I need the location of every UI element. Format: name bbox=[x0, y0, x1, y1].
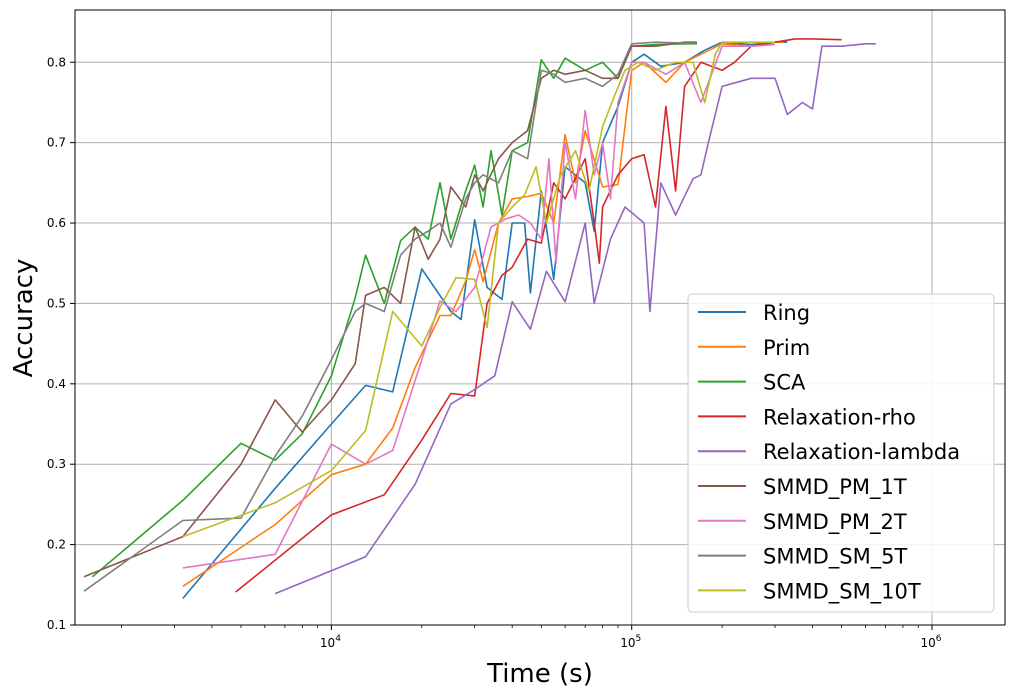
series-line-smmd-pm-2t bbox=[182, 43, 776, 569]
y-tick-label: 0.4 bbox=[47, 377, 66, 391]
x-tick-label: 105 bbox=[620, 634, 641, 650]
legend-label: SMMD_PM_1T bbox=[763, 475, 907, 500]
legend-label: Relaxation-lambda bbox=[763, 440, 960, 464]
y-tick-label: 0.2 bbox=[47, 538, 66, 552]
x-axis-title: Time (s) bbox=[486, 659, 593, 689]
legend-label: SMMD_PM_2T bbox=[763, 510, 907, 535]
series-lines bbox=[83, 38, 876, 600]
series-line-smmd-sm-10t bbox=[182, 41, 775, 538]
y-tick-label: 0.6 bbox=[47, 216, 66, 230]
series-line-relaxation-lambda bbox=[274, 42, 876, 595]
series-line-relaxation-rho bbox=[235, 38, 842, 593]
y-tick-label: 0.5 bbox=[47, 296, 66, 310]
legend-label: Prim bbox=[763, 336, 810, 360]
legend-label: Relaxation-rho bbox=[763, 405, 916, 429]
x-tick-exponent: 4 bbox=[335, 634, 341, 644]
legend-box bbox=[687, 293, 995, 613]
x-tick-base: 10 bbox=[921, 636, 936, 650]
series-line-sca bbox=[91, 42, 697, 578]
y-tick-label: 0.7 bbox=[47, 136, 66, 150]
x-tick-exponent: 5 bbox=[635, 634, 641, 644]
x-tick-exponent: 6 bbox=[936, 634, 942, 644]
y-tick-label: 0.3 bbox=[47, 457, 66, 471]
x-tick-label: 104 bbox=[320, 634, 341, 650]
y-tick-label: 0.1 bbox=[47, 618, 66, 632]
legend-label: Ring bbox=[763, 301, 810, 325]
plot-frame bbox=[74, 9, 1006, 626]
series-line-smmd-sm-5t bbox=[83, 41, 697, 592]
legend: Ring Prim SCA Relaxation-rho Relaxation-lamb… bbox=[687, 293, 995, 613]
legend-label: SMMD_SM_10T bbox=[763, 579, 921, 604]
x-tick-label: 106 bbox=[921, 634, 942, 650]
legend-label: SCA bbox=[763, 371, 806, 395]
x-tick-base: 10 bbox=[320, 636, 335, 650]
y-tick-label: 0.8 bbox=[47, 55, 66, 69]
legend-label: SMMD_SM_5T bbox=[763, 545, 908, 570]
x-tick-base: 10 bbox=[620, 636, 635, 650]
y-axis-title: Accuracy bbox=[9, 259, 39, 378]
